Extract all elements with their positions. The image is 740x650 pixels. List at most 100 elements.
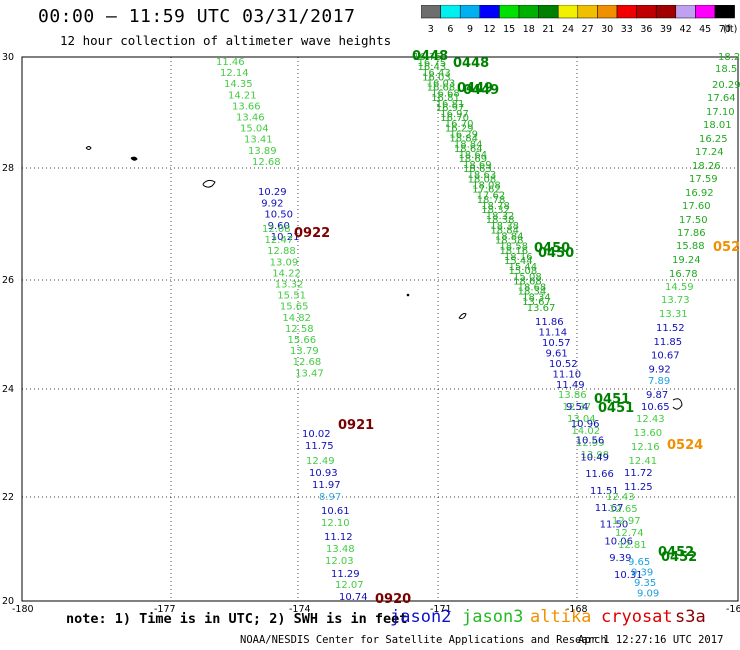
swh-label: 10.56	[576, 436, 605, 447]
swh-label: 9.87	[646, 390, 668, 401]
swh-label: 18.63	[463, 164, 492, 175]
swh-label: 17.24	[695, 147, 724, 158]
swh-label: 9.54	[566, 402, 588, 413]
swh-label: 17.86	[677, 228, 706, 239]
swh-label: 12.14	[220, 68, 249, 79]
swh-label: 18.01	[703, 120, 732, 131]
swh-label: 12.97	[612, 516, 641, 527]
swh-label: 11.46	[216, 57, 245, 68]
island-shape	[130, 156, 138, 161]
orbit-number: 0451	[598, 401, 634, 416]
swh-label: 11.66	[585, 469, 614, 480]
swh-label: 13.79	[290, 346, 319, 357]
swh-label: 10.57	[542, 338, 571, 349]
swh-label: 18.08	[472, 180, 501, 191]
swh-label: 15.04	[240, 124, 269, 135]
swh-label: 18.68	[513, 276, 542, 287]
swh-label: 12.37	[563, 402, 592, 413]
swh-label: 10.29	[258, 187, 287, 198]
swh-label: 15.44	[504, 256, 533, 267]
colorbar-tick: 24	[562, 24, 574, 35]
swh-label: 10.61	[321, 506, 350, 517]
orbit-number: 0449	[457, 81, 493, 96]
swh-label: 20.29	[712, 80, 740, 91]
colorbar-tick: 6	[447, 24, 453, 35]
colorbar-tick: 18	[523, 24, 535, 35]
swh-label: 18.16	[504, 252, 533, 263]
swh-label: 15.65	[280, 302, 309, 313]
swh-label: 17.62	[472, 185, 501, 196]
orbit-number: 0448	[453, 56, 489, 71]
y-tick-label: 26	[2, 275, 14, 286]
colorbar-unit: (ft)	[723, 24, 737, 35]
swh-label: 13.47	[295, 368, 324, 379]
swh-label: 12.43	[636, 414, 665, 425]
orbit-number: 0448	[412, 49, 448, 64]
swh-label: 13.48	[326, 544, 355, 555]
swh-label: 17.64	[707, 93, 736, 104]
x-tick-label: -180	[12, 604, 34, 615]
swh-label: 18.34	[522, 293, 551, 304]
swh-label: 18.38	[486, 215, 515, 226]
colorbar-tick: 27	[582, 24, 594, 35]
swh-label: 13.98	[581, 450, 610, 461]
swh-label: 17.50	[679, 215, 708, 226]
colorbar-tick: 70	[719, 24, 731, 35]
swh-label: 7.89	[648, 376, 670, 387]
swh-label: 18.84	[449, 134, 478, 145]
island-shape	[202, 179, 216, 188]
swh-label: 12.41	[629, 456, 658, 467]
swh-label: 11.85	[654, 337, 683, 348]
legend-cryosat: cryosat	[601, 607, 673, 627]
swh-label: 16.29	[449, 129, 478, 140]
swh-label: 19.24	[672, 255, 701, 266]
swh-label: 13.89	[248, 146, 277, 157]
y-tick-label: 30	[2, 52, 14, 63]
swh-label: 13.46	[236, 113, 265, 124]
swh-label: 14.82	[282, 313, 311, 324]
swh-label: 17.62	[477, 191, 506, 202]
map-frame	[21, 56, 739, 602]
swh-label: 11.50	[600, 520, 629, 531]
swh-label: 12.74	[615, 528, 644, 539]
swh-label: 14.59	[665, 282, 694, 293]
swh-label: 18.5	[715, 64, 737, 75]
swh-label: 13.66	[232, 101, 261, 112]
x-tick-label: -171	[430, 604, 452, 615]
swh-label: 16.81	[431, 93, 460, 104]
swh-label: 18.84	[454, 140, 483, 151]
swh-label: 11.75	[305, 441, 334, 452]
swh-label: 16.43	[422, 68, 451, 79]
swh-label: 11.67	[595, 503, 624, 514]
x-tick-label: -168	[566, 604, 588, 615]
page-subtitle: 12 hour collection of altimeter wave hei…	[60, 33, 392, 48]
swh-label: 15.44	[509, 262, 538, 273]
swh-label: 8.97	[319, 492, 341, 503]
swh-label: 10.96	[571, 419, 600, 430]
swh-label: 13.41	[244, 135, 273, 146]
swh-label: 15.88	[676, 241, 705, 252]
legend-s3a: s3a	[675, 607, 706, 627]
swh-label: 10.02	[302, 429, 331, 440]
swh-label: 17.60	[682, 201, 711, 212]
swh-label: 16.81	[436, 99, 465, 110]
swh-label: 12.10	[321, 518, 350, 529]
swh-label: 12.65	[609, 504, 638, 515]
swh-label: 16.29	[445, 123, 474, 134]
swh-label: 13.04	[567, 414, 596, 425]
swh-label: 16.75	[413, 52, 442, 63]
swh-label: 14.22	[272, 268, 301, 279]
island-shape	[672, 398, 683, 410]
swh-label: 11.49	[556, 380, 585, 391]
swh-label: 10.49	[580, 452, 609, 463]
swh-label: 17.10	[706, 107, 735, 118]
swh-label: 17.59	[689, 174, 718, 185]
swh-label: 12.68	[293, 357, 322, 368]
swh-label: 9.60	[268, 221, 290, 232]
orbit-number: 0452	[658, 545, 694, 560]
swh-label: 18.63	[468, 170, 497, 181]
swh-label: 11.25	[624, 482, 653, 493]
swh-label: 18.38	[490, 221, 519, 232]
x-tick-label: -174	[289, 604, 311, 615]
